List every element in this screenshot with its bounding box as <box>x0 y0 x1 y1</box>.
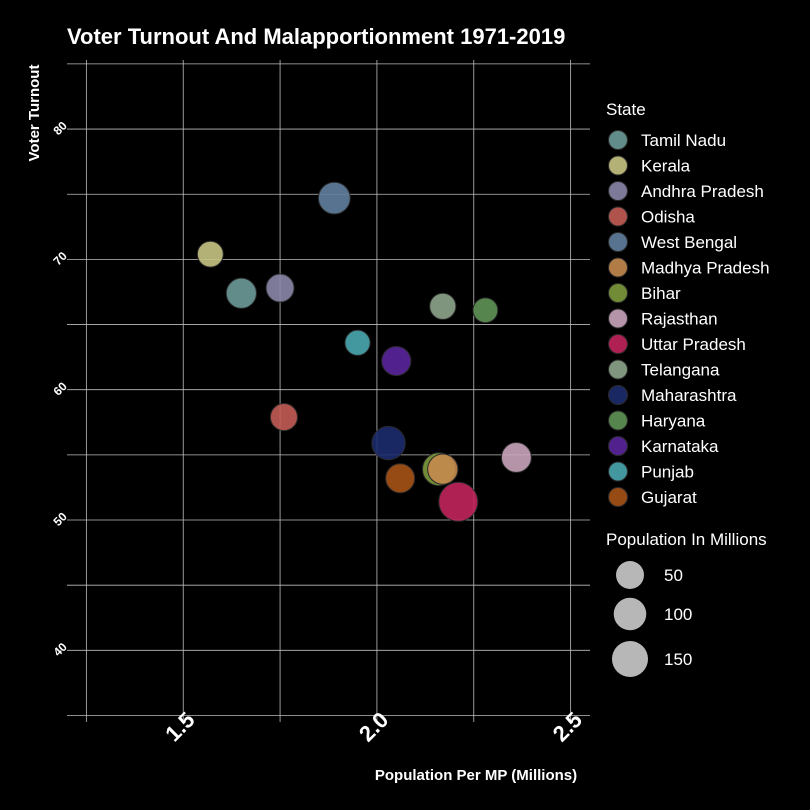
legend-swatch <box>608 436 628 456</box>
legend-label: Bihar <box>641 284 681 303</box>
legend-swatch <box>608 155 628 176</box>
size-legend-swatch <box>611 640 649 678</box>
color-legend-title: State <box>606 100 646 119</box>
legend-entry: Maharashtra <box>608 385 737 405</box>
legend-swatch <box>608 232 628 252</box>
legend-label: Andhra Pradesh <box>641 182 764 201</box>
legend-swatch <box>608 334 628 354</box>
legend-swatch <box>608 410 628 431</box>
x-tick-label: 2.0 <box>354 707 393 746</box>
x-tick-labels: 1.5 2.0 2.5 <box>160 707 587 746</box>
color-legend-items: Tamil Nadu Kerala Andhra Pradesh Odisha West… <box>608 130 770 507</box>
legend-entry: Telangana <box>608 359 720 380</box>
legend-entry: Punjab <box>608 461 694 482</box>
legend-swatch <box>608 283 628 303</box>
legend-entry: Karnataka <box>608 436 719 456</box>
legend-swatch <box>608 461 628 482</box>
y-tick-label: 70 <box>50 249 70 269</box>
size-legend-swatch <box>616 561 644 589</box>
x-tick-label: 2.5 <box>548 707 587 746</box>
data-point <box>385 463 416 494</box>
legend-label: Haryana <box>641 412 706 431</box>
data-point <box>500 441 532 473</box>
legend: State Tamil Nadu Kerala Andhra Pradesh Odis… <box>606 100 770 678</box>
legend-label: Telangana <box>641 361 720 380</box>
chart-title: Voter Turnout And Malapportionment 1971-… <box>67 24 565 49</box>
legend-entry: Rajasthan <box>608 308 718 329</box>
legend-label: Odisha <box>641 208 695 227</box>
data-point <box>429 292 457 320</box>
x-axis-label: Population Per MP (Millions) <box>375 767 577 784</box>
legend-label: Gujarat <box>641 488 697 507</box>
legend-swatch <box>608 257 628 278</box>
legend-entry: Kerala <box>608 155 691 176</box>
data-point <box>381 345 412 377</box>
legend-swatch <box>608 130 628 150</box>
legend-entry: Gujarat <box>608 487 697 507</box>
legend-entry: Andhra Pradesh <box>608 181 764 201</box>
size-legend-entry: 100 <box>613 597 692 631</box>
data-point <box>269 403 298 432</box>
legend-swatch <box>608 487 628 507</box>
legend-swatch <box>608 181 628 201</box>
legend-entry: West Bengal <box>608 232 737 252</box>
y-tick-label: 60 <box>50 379 70 399</box>
legend-label: Rajasthan <box>641 310 718 329</box>
legend-entry: Haryana <box>608 410 706 431</box>
data-point <box>265 273 295 303</box>
legend-label: West Bengal <box>641 233 737 252</box>
legend-entry: Madhya Pradesh <box>608 257 770 278</box>
legend-entry: Uttar Pradesh <box>608 334 746 354</box>
legend-entry: Odisha <box>608 206 695 227</box>
legend-entry: Bihar <box>608 283 681 303</box>
size-legend-label: 150 <box>664 650 692 669</box>
size-legend-swatch <box>613 597 647 631</box>
y-tick-label: 50 <box>50 509 70 529</box>
x-gridlines <box>85 60 572 722</box>
size-legend-label: 100 <box>664 605 692 624</box>
legend-label: Kerala <box>641 157 691 176</box>
data-point <box>225 277 257 309</box>
data-point <box>472 297 499 324</box>
size-legend-label: 50 <box>664 566 683 585</box>
size-legend-entry: 150 <box>611 640 692 678</box>
data-point <box>427 453 459 485</box>
legend-label: Uttar Pradesh <box>641 335 746 354</box>
data-point <box>317 181 351 215</box>
size-legend-entry: 50 <box>616 561 683 589</box>
y-gridlines <box>67 63 590 716</box>
size-legend-items: 50 100 150 <box>611 561 692 678</box>
y-tick-labels: 40 50 60 70 80 <box>50 118 70 659</box>
y-tick-label: 80 <box>50 118 70 138</box>
data-points <box>196 181 532 522</box>
data-point <box>196 240 224 268</box>
legend-swatch <box>608 308 628 329</box>
x-tick-label: 1.5 <box>160 707 199 746</box>
data-point <box>344 329 371 356</box>
legend-swatch <box>608 359 628 380</box>
data-point <box>371 425 406 461</box>
legend-swatch <box>608 206 628 227</box>
data-point <box>438 481 479 522</box>
size-legend-title: Population In Millions <box>606 530 767 549</box>
legend-label: Punjab <box>641 463 694 482</box>
legend-label: Maharashtra <box>641 386 737 405</box>
y-axis-label: Voter Turnout <box>26 65 43 162</box>
legend-entry: Tamil Nadu <box>608 130 726 150</box>
y-tick-label: 40 <box>50 640 70 660</box>
legend-label: Tamil Nadu <box>641 131 726 150</box>
legend-label: Madhya Pradesh <box>641 259 770 278</box>
legend-label: Karnataka <box>641 437 719 456</box>
legend-swatch <box>608 385 628 405</box>
